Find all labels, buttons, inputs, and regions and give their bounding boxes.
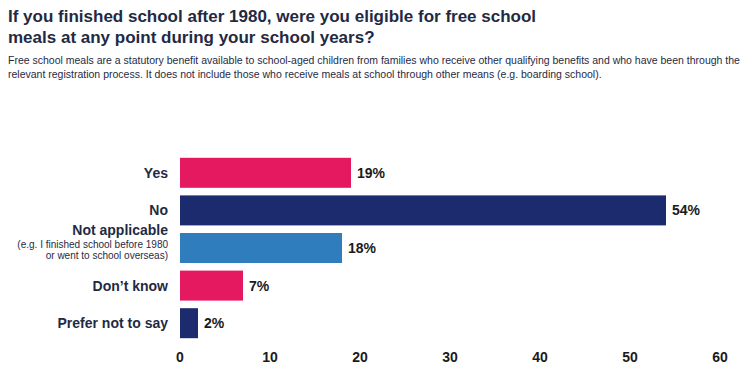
tick-label: 50: [622, 349, 638, 365]
tick-label: 30: [442, 349, 458, 365]
tick-label: 10: [262, 349, 278, 365]
title: If you finished school after 1980, were …: [8, 6, 568, 48]
bar: [180, 158, 351, 188]
tick-mark: [630, 343, 631, 345]
category-label: Don’t know: [93, 278, 169, 294]
bar: [180, 195, 666, 225]
tick-label: 0: [176, 349, 184, 365]
bars: [180, 158, 666, 338]
tick-mark: [450, 343, 451, 345]
category-label: Prefer not to say: [58, 315, 169, 331]
category-label: Yes: [144, 165, 168, 181]
category-label: Not applicable(e.g. I finished school be…: [17, 222, 168, 261]
tick-label: 40: [532, 349, 548, 365]
bar: [180, 308, 198, 338]
tick-mark: [720, 343, 721, 345]
tick-mark: [540, 343, 541, 345]
data-label: 54%: [672, 202, 701, 218]
data-label: 18%: [348, 240, 377, 256]
subtitle: Free school meals are a statutory benefi…: [8, 54, 744, 81]
category-label: No: [149, 202, 168, 218]
tick-label: 60: [712, 349, 728, 365]
tick-mark: [270, 343, 271, 345]
data-label: 19%: [357, 165, 386, 181]
tick-mark: [180, 343, 181, 345]
bar: [180, 271, 243, 301]
tick-mark: [360, 343, 361, 345]
tick-label: 20: [352, 349, 368, 365]
data-label: 2%: [204, 315, 225, 331]
bar: [180, 233, 342, 263]
data-label: 7%: [249, 278, 270, 294]
